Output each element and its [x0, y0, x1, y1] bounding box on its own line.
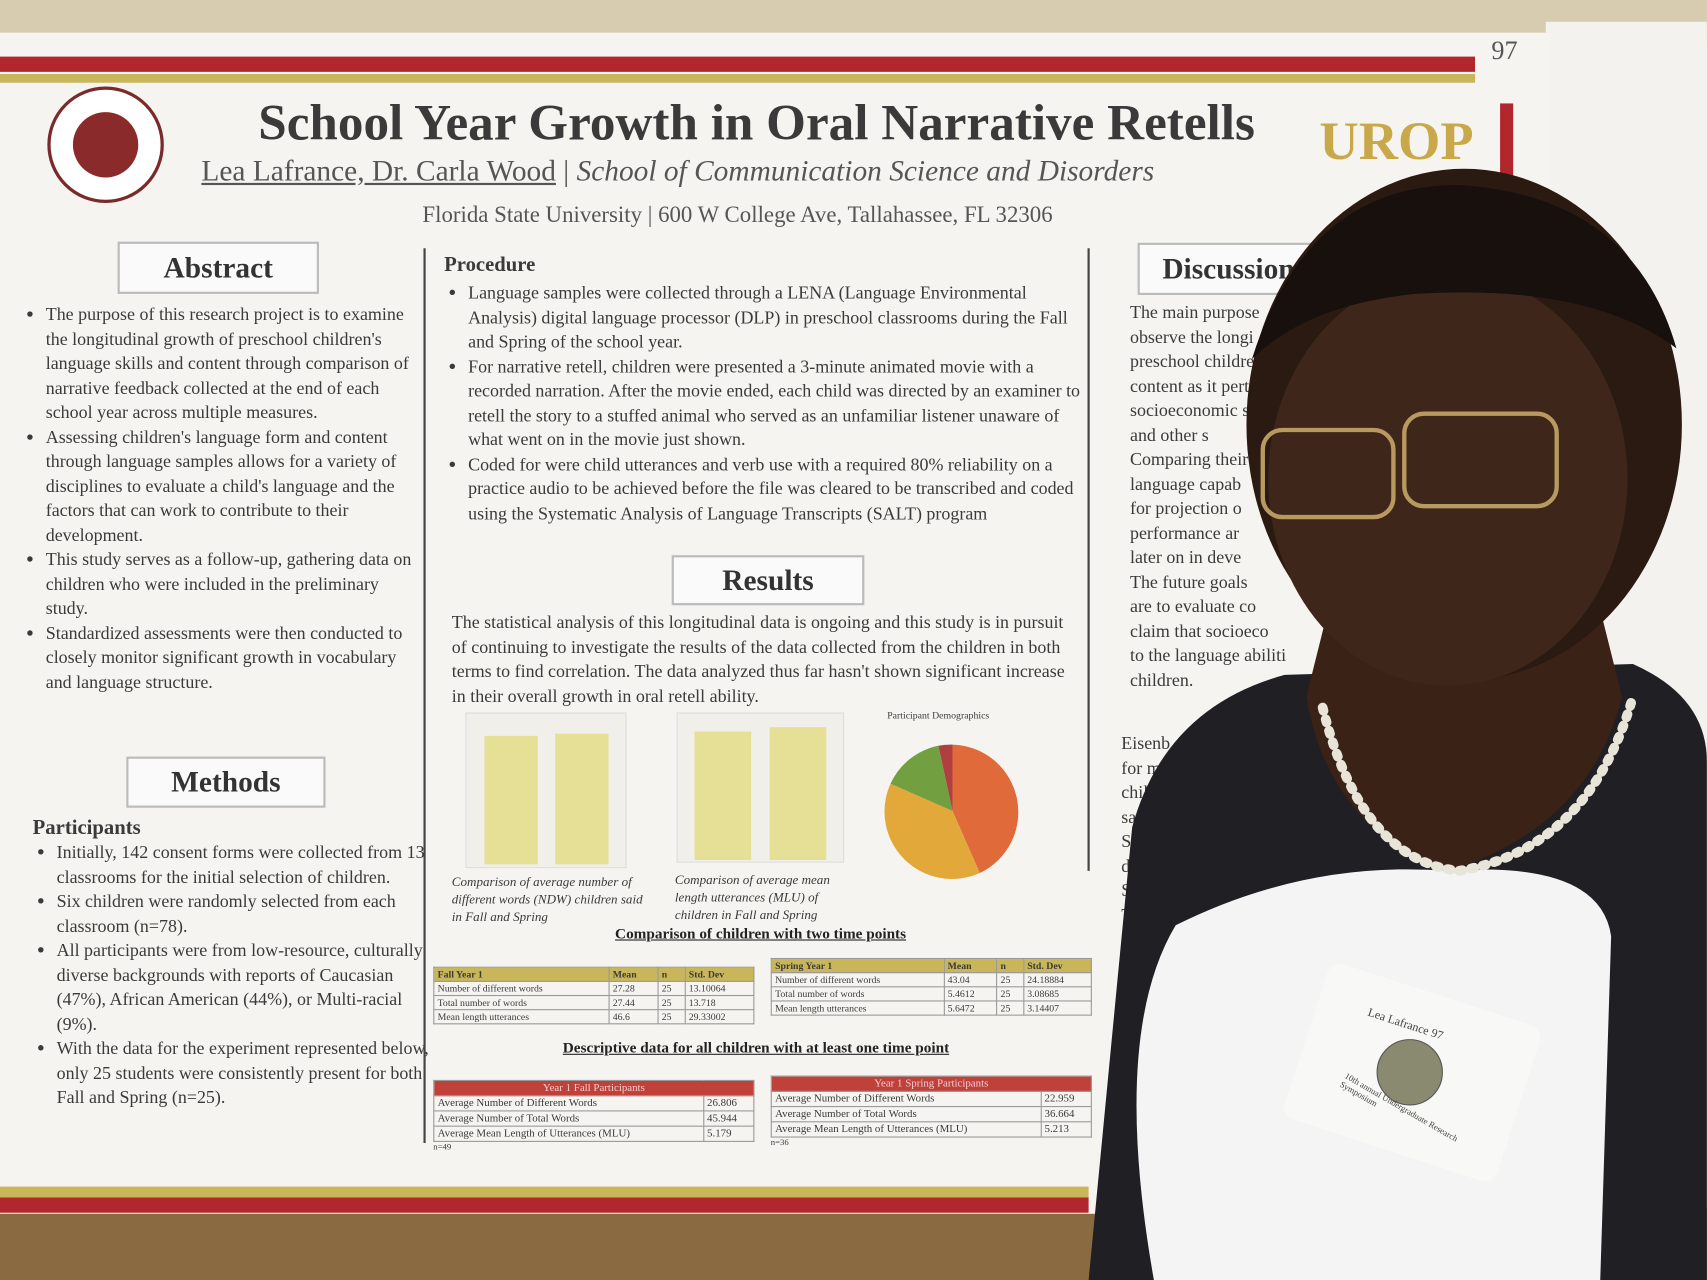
table-note: n=36 — [770, 1137, 789, 1148]
descriptive-table: Year 1 Spring Participants Average Number… — [770, 1075, 1092, 1138]
header-cell: Std. Dev — [684, 966, 755, 982]
text-line: Eisenb — [1121, 732, 1171, 754]
text-line: later on in deve — [1129, 546, 1242, 568]
bullet: Initially, 142 consent forms were collec… — [57, 840, 438, 889]
caption: Comparison of average number of differen… — [451, 874, 643, 925]
row: Average Mean Length of Utterances (MLU) 5… — [770, 1121, 1092, 1138]
text-line: language capab — [1129, 472, 1242, 494]
row: Average Number of Different Words 26.806 — [433, 1095, 755, 1112]
bullet: Coded for were child utterances and verb… — [468, 452, 1094, 525]
text-line: are to evaluate co — [1129, 595, 1257, 617]
bullet: With the data for the experiment represe… — [57, 1036, 438, 1109]
row: Average Number of Total Words 45.944 — [433, 1110, 755, 1127]
bullet: The purpose of this research project is … — [46, 303, 416, 425]
bullet: Six children were randomly selected from… — [57, 889, 438, 938]
cell: Average Number of Different Words — [433, 1095, 704, 1112]
cell: 46.6 — [608, 1009, 659, 1025]
header-row: Spring Year 1 Mean n Std. Dev — [770, 957, 1092, 974]
abstract-list: The purpose of this research project is … — [22, 303, 416, 695]
table-wrap: Spring Year 1 Mean n Std. Dev Number of diff… — [770, 957, 1092, 1016]
logo: UROP — [1319, 109, 1474, 171]
table-wrap: Year 1 Spring Participants Average Number… — [770, 1075, 1092, 1148]
poster-number: 97 — [1491, 37, 1518, 66]
cell: Average Number of Total Words — [770, 1106, 1042, 1123]
descriptive-title: Descriptive data for all children with a… — [562, 1040, 950, 1058]
results-heading: Results — [671, 555, 865, 606]
text-line: for m — [1121, 757, 1161, 778]
bullet: All participants were from low-resource,… — [57, 938, 438, 1036]
cell: Average Mean Length of Utterances (MLU) — [770, 1121, 1042, 1138]
methods-list: Initially, 142 consent forms were collec… — [33, 840, 438, 1109]
text-line: claim that socioeco — [1129, 619, 1269, 641]
row: Mean length utterances 5.6472 25 3.14407 — [770, 1000, 1092, 1016]
bullet: Language samples were collected through … — [468, 281, 1094, 354]
cell: 5.213 — [1040, 1121, 1092, 1138]
header-cell: Mean — [608, 966, 659, 982]
cell: 29.33002 — [684, 1009, 755, 1025]
text-line: Comparing their — [1129, 448, 1249, 470]
text-line: The future goals — [1129, 570, 1248, 592]
header-row: Fall Year 1 Mean n Std. Dev — [433, 966, 755, 982]
table-note: n=49 — [433, 1141, 452, 1152]
participants-heading: Participants — [32, 816, 141, 840]
bullet: This study serves as a follow-up, gather… — [46, 548, 416, 621]
text-line: for projection o — [1129, 497, 1242, 519]
comparison-table: Fall Year 1 Mean n Std. Dev Number of differ… — [433, 966, 755, 1025]
text-line: and other s — [1129, 424, 1209, 445]
cell: 36.664 — [1040, 1106, 1092, 1123]
text-line: performance ar — [1129, 521, 1240, 543]
table-wrap: Fall Year 1 Mean n Std. Dev Number of differ… — [433, 966, 755, 1025]
cell: 26.806 — [702, 1095, 755, 1112]
address: Florida State University | 600 W College… — [422, 201, 1053, 228]
header-cell: Fall Year 1 — [433, 966, 610, 982]
discussion-lines: The main purpose observe the longi prescho… — [1130, 300, 1286, 692]
header-row: Year 1 Spring Participants — [770, 1075, 1092, 1092]
abstract-heading: Abstract — [117, 241, 319, 294]
cell: 25 — [996, 1000, 1024, 1016]
table-wrap: Year 1 Fall Participants Average Number o… — [433, 1079, 755, 1152]
text-line: observe the longi — [1129, 326, 1254, 347]
text-line: content as it perta — [1129, 375, 1258, 396]
authors: Lea Lafrance, Dr. Carla Wood — [201, 154, 556, 188]
cell: Mean length utterances — [433, 1009, 610, 1025]
text-line: socioeconomic st — [1129, 399, 1255, 421]
procedure-heading: Procedure — [444, 253, 536, 277]
header-cell: Spring Year 1 — [770, 957, 945, 974]
cell: Average Mean Length of Utterances (MLU) — [433, 1125, 704, 1142]
comparison-table: Spring Year 1 Mean n Std. Dev Number of diff… — [770, 957, 1092, 1016]
bullet: For narrative retell, children were pres… — [468, 354, 1094, 452]
text-line: to the language abiliti — [1129, 644, 1287, 666]
header-cell: Std. Dev — [1022, 957, 1092, 974]
row: Average Number of Total Words 36.664 — [770, 1106, 1092, 1123]
cell: 3.14407 — [1022, 1000, 1092, 1016]
row: Total number of words 27.44 25 13.718 — [433, 994, 755, 1011]
cell: Mean length utterances — [770, 1000, 945, 1016]
cell: 5.179 — [702, 1125, 755, 1142]
header-cell: Year 1 Spring Participants — [770, 1075, 1092, 1092]
row: Number of different words 43.04 25 24.18884 — [770, 972, 1092, 988]
title: School Year Growth in Oral Narrative Ret… — [258, 94, 1255, 152]
text-line: preschool childre — [1129, 350, 1255, 372]
procedure-list: Language samples were collected through … — [444, 281, 1094, 526]
descriptive-table: Year 1 Fall Participants Average Number o… — [433, 1079, 755, 1142]
row: Mean length utterances 46.6 25 29.33002 — [433, 1009, 755, 1025]
bullet: Assessing children's language form and c… — [46, 425, 416, 547]
text-line: The main purpose — [1129, 301, 1260, 323]
caption: Comparison of average mean length uttera… — [674, 871, 830, 923]
bullet: Standardized assessments were then condu… — [46, 621, 416, 694]
methods-heading: Methods — [126, 756, 326, 808]
row: Average Mean Length of Utterances (MLU) 5… — [433, 1125, 755, 1142]
text-line: children. — [1129, 668, 1194, 690]
results-text: The statistical analysis of this longitu… — [451, 611, 1065, 706]
pie-title: Participant Demographics — [887, 709, 990, 721]
comparison-title: Comparison of children with two time poi… — [615, 926, 907, 943]
byline: Lea Lafrance, Dr. Carla Wood | School of… — [201, 154, 1155, 188]
department: School of Communication Science and Diso… — [576, 154, 1155, 188]
